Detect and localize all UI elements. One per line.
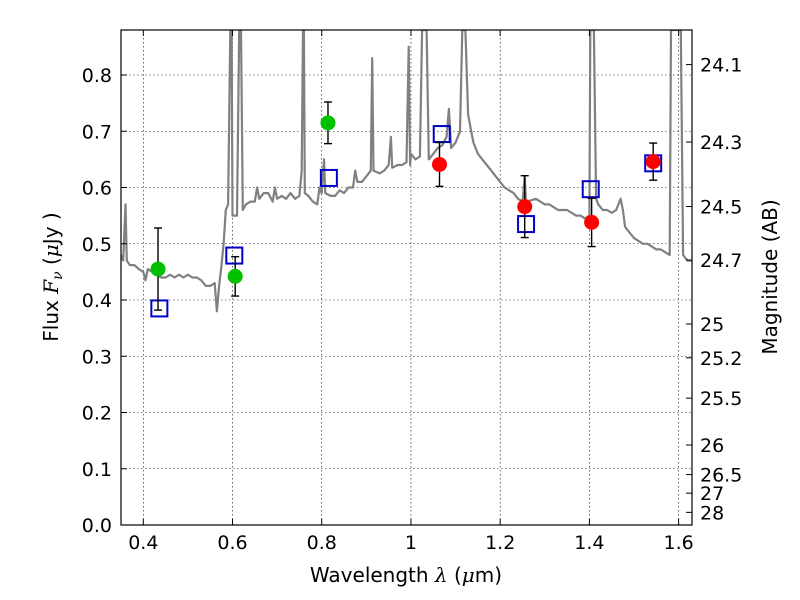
x-tick-label: 1 xyxy=(405,532,417,554)
x-axis-label: Wavelength λ (μm) xyxy=(310,563,502,587)
y2-tick-label: 24.5 xyxy=(700,197,742,219)
model-photometry-square xyxy=(225,246,244,265)
model-spectrum-line xyxy=(121,30,692,313)
red-data-point xyxy=(517,199,533,215)
marker-layer xyxy=(150,101,663,318)
y-tick-label: 0.5 xyxy=(82,234,112,256)
y-tick-label: 0.3 xyxy=(82,346,112,368)
y2-tick-label: 24.1 xyxy=(700,55,742,77)
green-data-point xyxy=(320,115,336,131)
y-tick-label: 0.1 xyxy=(82,459,112,481)
series-layer xyxy=(121,30,692,313)
y-tick-label: 0.4 xyxy=(82,290,112,312)
y-axis-label: Flux Fν (μJy ) xyxy=(39,212,66,341)
model-photometry-square xyxy=(150,299,169,318)
red-data-point xyxy=(584,214,600,230)
x-tick-label: 1.6 xyxy=(664,532,694,554)
y2-tick-label: 25.5 xyxy=(700,388,742,410)
green-data-point xyxy=(150,261,166,277)
y-tick-label: 0.6 xyxy=(82,178,112,200)
plot-frame xyxy=(120,29,693,526)
x-tick-label: 1.4 xyxy=(574,532,604,554)
green-data-point xyxy=(227,268,243,284)
y2-axis-label: Magnitude (AB) xyxy=(758,199,782,354)
y2-tick-label: 24.3 xyxy=(700,132,742,154)
x-tick-label: 0.8 xyxy=(307,532,337,554)
y2-tick-label: 25.2 xyxy=(700,348,742,370)
y2-tick-label: 26.5 xyxy=(700,465,742,487)
model-photometry-square xyxy=(517,215,536,234)
x-tick-label: 1.2 xyxy=(485,532,515,554)
red-data-point xyxy=(645,154,661,170)
model-photometry-square xyxy=(581,180,600,199)
y-tick-label: 0.7 xyxy=(82,121,112,143)
model-photometry-square xyxy=(319,168,338,187)
x-tick-label: 0.6 xyxy=(217,532,247,554)
axis-layer: 0.4 0.6 0.8 1 1.2 1.4 1.6 0.0 0.1 0.2 0.3 0.4 0.5 0.6… xyxy=(82,30,742,554)
red-data-point xyxy=(432,156,448,172)
y2-tick-label: 24.7 xyxy=(700,250,742,272)
y2-tick-label: 25 xyxy=(700,314,724,336)
y2-tick-label: 27 xyxy=(700,483,724,505)
y-tick-label: 0.0 xyxy=(82,515,112,537)
y2-tick-label: 28 xyxy=(700,502,724,524)
x-tick-label: 0.4 xyxy=(128,532,158,554)
y-tick-label: 0.2 xyxy=(82,403,112,425)
y-tick-label: 0.8 xyxy=(82,65,112,87)
plot-background xyxy=(121,30,692,525)
y2-tick-label: 26 xyxy=(700,435,724,457)
